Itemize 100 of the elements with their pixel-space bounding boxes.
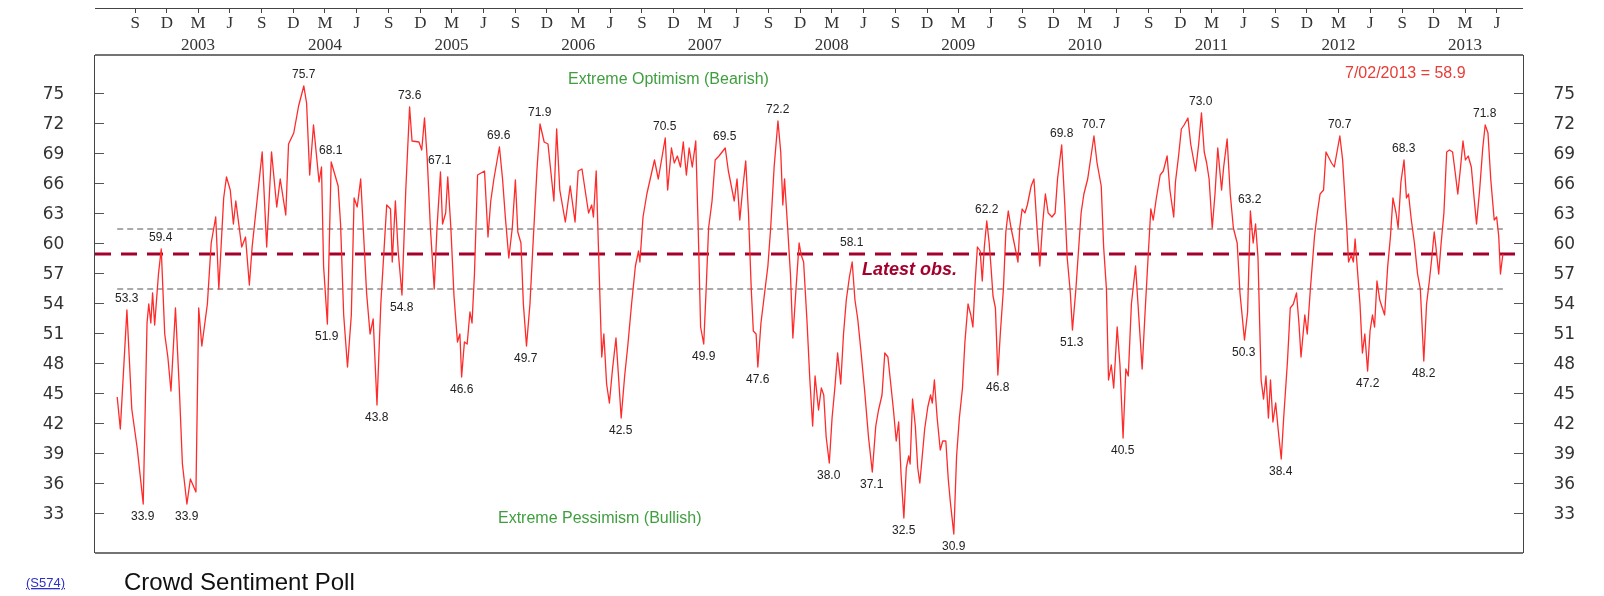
y-tick-label: 45	[42, 382, 65, 403]
annotation: 46.6	[450, 382, 474, 396]
annotation: 70.7	[1328, 117, 1352, 131]
y2-tick-label: 57	[1553, 262, 1576, 283]
x-tick-label: M 2009	[941, 12, 976, 54]
annotation: 7/02/2013 = 58.9	[1345, 64, 1466, 81]
y-tick-label: 63	[42, 202, 65, 223]
annotation: 73.0	[1189, 94, 1213, 108]
x-tick-label: D	[920, 12, 934, 32]
x-tick-label: M 2010	[1067, 12, 1102, 54]
y-tick-label: 42	[42, 412, 65, 433]
y2-tick-label: 39	[1553, 442, 1576, 463]
x-tick-label: S	[1270, 12, 1281, 32]
y-tick-label: 54	[42, 292, 65, 313]
y2-tick-label: 45	[1553, 382, 1576, 403]
x-tick-label: S	[763, 12, 774, 32]
x-tick-label: S	[130, 12, 140, 32]
x-tick-label: D	[414, 12, 427, 32]
annotation: 46.8	[986, 380, 1010, 394]
x-tick-label: M 2007	[687, 12, 723, 54]
x-tick-label: J	[226, 12, 234, 32]
annotation: 49.7	[514, 351, 538, 365]
annotation: 70.5	[653, 119, 677, 133]
y-tick-label: 60	[42, 232, 65, 253]
x-tick-label: J	[353, 12, 361, 32]
annotation: 38.0	[817, 468, 841, 482]
annotation: 72.2	[766, 102, 790, 116]
x-tick-label: J	[986, 12, 994, 32]
annotation: 68.1	[319, 143, 343, 157]
x-tick-label: D	[287, 12, 300, 32]
annotation: 49.9	[692, 349, 716, 363]
ref-line-label: Latest obs.	[862, 259, 958, 279]
y2-tick-label: 54	[1553, 292, 1576, 313]
annotation: 69.6	[487, 128, 511, 142]
x-tick-label: J	[1367, 12, 1375, 32]
annotation: 69.8	[1050, 126, 1074, 140]
x-tick-label: S	[890, 12, 901, 32]
x-tick-label: D	[1174, 12, 1187, 32]
x-tick-label: J	[1113, 12, 1121, 32]
y2-tick-label: 75	[1553, 82, 1576, 103]
annotation: 40.5	[1111, 443, 1135, 457]
annotation: 38.4	[1269, 464, 1293, 478]
y-tick-label: 72	[42, 112, 65, 133]
x-tick-label: D	[1047, 12, 1060, 32]
annotation: 33.9	[131, 509, 155, 523]
annotation: 42.5	[609, 423, 633, 437]
x-tick-label: D	[160, 12, 173, 32]
annotation: 33.9	[175, 509, 199, 523]
annotation: 70.7	[1082, 117, 1106, 131]
x-tick-label: J	[860, 12, 868, 32]
x-tick-label: M 2003	[181, 12, 216, 54]
text: Crowd Sentiment Poll	[124, 568, 355, 596]
annotation: 53.3	[115, 291, 139, 305]
y2-tick-label: 48	[1553, 352, 1576, 373]
x-tick-label: M 2013	[1448, 12, 1483, 54]
annotation: Extreme Optimism (Bearish)	[568, 70, 769, 87]
y-tick-label: 66	[42, 172, 65, 193]
annotation: 68.3	[1392, 141, 1416, 155]
y2-tick-label: 63	[1553, 202, 1576, 223]
y-tick-label: 57	[42, 262, 65, 283]
x-tick-label: D	[794, 12, 807, 32]
annotation: 62.2	[975, 202, 999, 216]
annotation: 54.8	[390, 300, 414, 314]
y2-tick-label: 72	[1553, 112, 1576, 133]
x-tick-label: D	[1300, 12, 1314, 32]
y-tick-label: 51	[42, 322, 65, 343]
x-tick-label: S	[637, 12, 647, 32]
x-tick-label: D	[1427, 12, 1440, 32]
annotation: 51.3	[1060, 335, 1084, 349]
x-tick-label: J	[1240, 12, 1248, 32]
x-tick-label: M 2004	[307, 12, 343, 54]
annotation: 73.6	[398, 88, 422, 102]
x-tick-label: S	[1017, 12, 1027, 32]
x-tick-label: S	[384, 12, 394, 32]
x-tick-label: M 2008	[814, 12, 849, 54]
x-tick-label: D	[667, 12, 680, 32]
text: (S574)	[26, 575, 66, 590]
x-tick-label: S	[1144, 12, 1154, 32]
y-tick-label: 75	[42, 82, 65, 103]
x-tick-label: J	[1493, 12, 1501, 32]
annotation: 75.7	[292, 67, 316, 81]
annotation: 30.9	[942, 539, 966, 553]
y2-tick-label: 69	[1553, 142, 1576, 163]
y2-tick-label: 42	[1553, 412, 1576, 433]
x-tick-label: M 2011	[1194, 12, 1229, 54]
x-tick-label: S	[1397, 12, 1408, 32]
x-tick-label: J	[606, 12, 614, 32]
y2-tick-label: 66	[1553, 172, 1576, 193]
annotation: 37.1	[860, 477, 884, 491]
annotation: 67.1	[428, 153, 452, 167]
x-tick-label: M 2005	[434, 12, 469, 54]
x-tick-label: M 2012	[1321, 12, 1356, 54]
y2-tick-label: 36	[1553, 472, 1576, 493]
annotation: 63.2	[1238, 192, 1262, 206]
y-tick-label: 39	[42, 442, 65, 463]
annotation: 71.9	[528, 105, 552, 119]
annotation: 69.5	[713, 129, 737, 143]
x-tick-label: M 2006	[561, 12, 596, 54]
annotation: Extreme Pessimism (Bullish)	[498, 509, 702, 526]
annotation: 32.5	[892, 523, 916, 537]
